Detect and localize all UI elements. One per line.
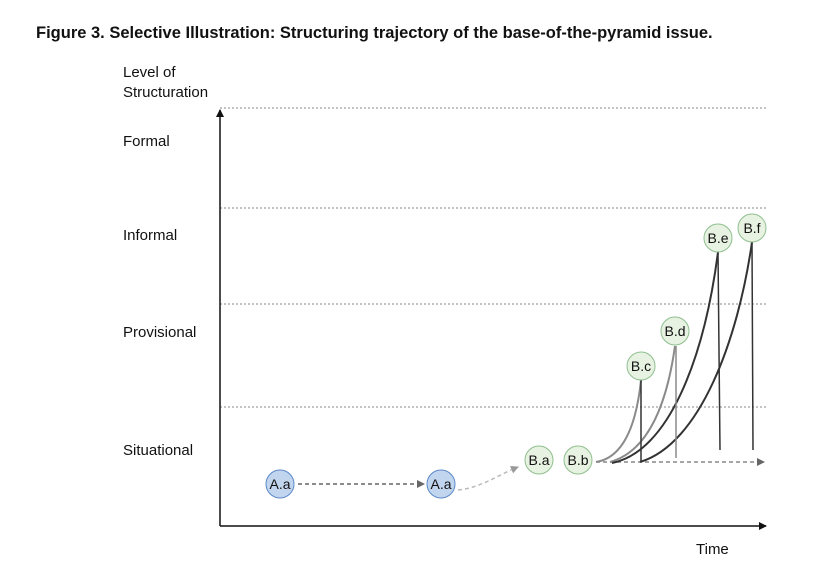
node-aa1-label: A.a (269, 476, 290, 492)
node-bb-label: B.b (567, 452, 588, 468)
node-bd: B.d (660, 316, 690, 346)
node-aa2-circle (426, 469, 456, 499)
node-bc: B.c (626, 351, 656, 381)
x-axis-label: Time (696, 541, 729, 558)
y-axis-label-line1: Level of (123, 64, 176, 81)
node-bf: B.f (737, 213, 767, 243)
node-bd-label: B.d (664, 323, 685, 339)
growth-curve-bd (609, 345, 676, 463)
trajectory-arrow-aa2-ba (457, 465, 519, 491)
growth-curve-bc (595, 379, 642, 463)
node-bb-circle (563, 445, 593, 475)
level-label-informal: Informal (123, 227, 178, 244)
node-be-circle (703, 223, 733, 253)
node-aa2: A.a (426, 469, 456, 499)
node-aa2-label: A.a (430, 476, 451, 492)
node-be-label: B.e (707, 230, 728, 246)
node-bc-circle (626, 351, 656, 381)
level-label-situational: Situational (123, 442, 194, 459)
growth-curve-be (611, 251, 719, 464)
level-label-formal: Formal (123, 133, 170, 150)
level-label-provisional: Provisional (123, 324, 197, 341)
growth-curve-bf (639, 241, 753, 463)
node-ba-circle (524, 445, 554, 475)
y-axis-label-line2: Structuration (123, 84, 209, 101)
node-bc-label: B.c (631, 358, 651, 374)
drop-line-bf (751, 241, 754, 451)
node-aa1: A.a (265, 469, 295, 499)
node-ba-label: B.a (528, 452, 549, 468)
node-bb: B.b (563, 445, 593, 475)
node-bf-circle (737, 213, 767, 243)
node-ba: B.a (524, 445, 554, 475)
y-axis-label: Level of Structuration (123, 63, 208, 103)
node-aa1-circle (265, 469, 295, 499)
node-bf-label: B.f (743, 220, 760, 236)
node-bd-circle (660, 316, 690, 346)
node-be: B.e (703, 223, 733, 253)
figure-title: Figure 3. Selective Illustration: Struct… (36, 24, 713, 42)
drop-line-be (717, 251, 721, 451)
